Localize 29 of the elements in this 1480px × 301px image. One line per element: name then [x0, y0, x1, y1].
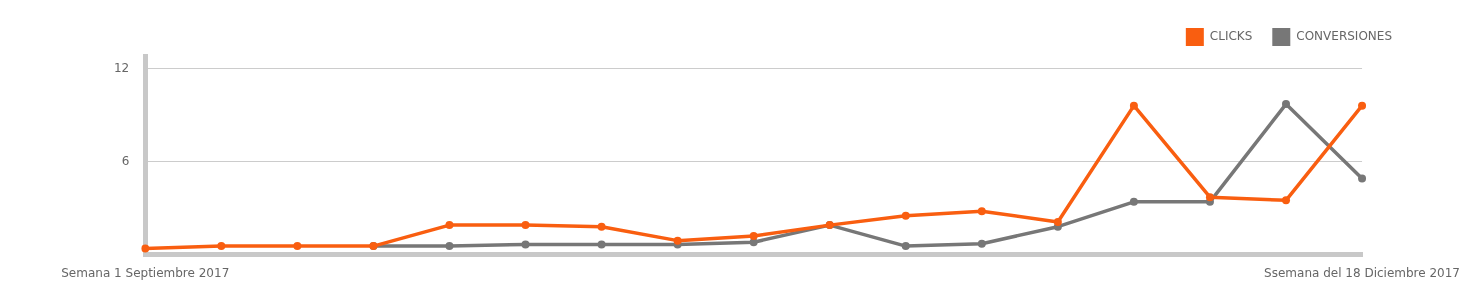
point — [445, 242, 454, 251]
point — [217, 242, 226, 251]
point — [1129, 197, 1138, 206]
point — [901, 242, 910, 251]
point — [521, 221, 530, 230]
point — [1053, 218, 1062, 227]
x-tick-label: Ssemana del 18 Diciembre 2017 — [1264, 265, 1460, 280]
point — [1358, 174, 1367, 183]
y-tick-label: 6 — [121, 153, 130, 168]
legend-label: CLICKS — [1209, 29, 1253, 44]
point — [141, 244, 150, 253]
point — [673, 236, 682, 245]
point — [977, 239, 986, 248]
point — [445, 221, 454, 230]
point — [977, 207, 986, 216]
point — [521, 240, 530, 249]
point — [1205, 193, 1214, 202]
y-tick-label: 12 — [113, 60, 130, 75]
point — [1129, 101, 1138, 110]
point — [749, 231, 758, 240]
point — [1358, 101, 1367, 110]
point — [597, 222, 606, 231]
point — [597, 240, 606, 249]
point — [1282, 196, 1290, 205]
point — [901, 211, 910, 220]
point — [1282, 100, 1290, 109]
x-tick-label: Semana 1 Septiembre 2017 — [61, 265, 230, 280]
legend-label: CONVERSIONES — [1296, 29, 1393, 44]
point — [293, 242, 302, 251]
